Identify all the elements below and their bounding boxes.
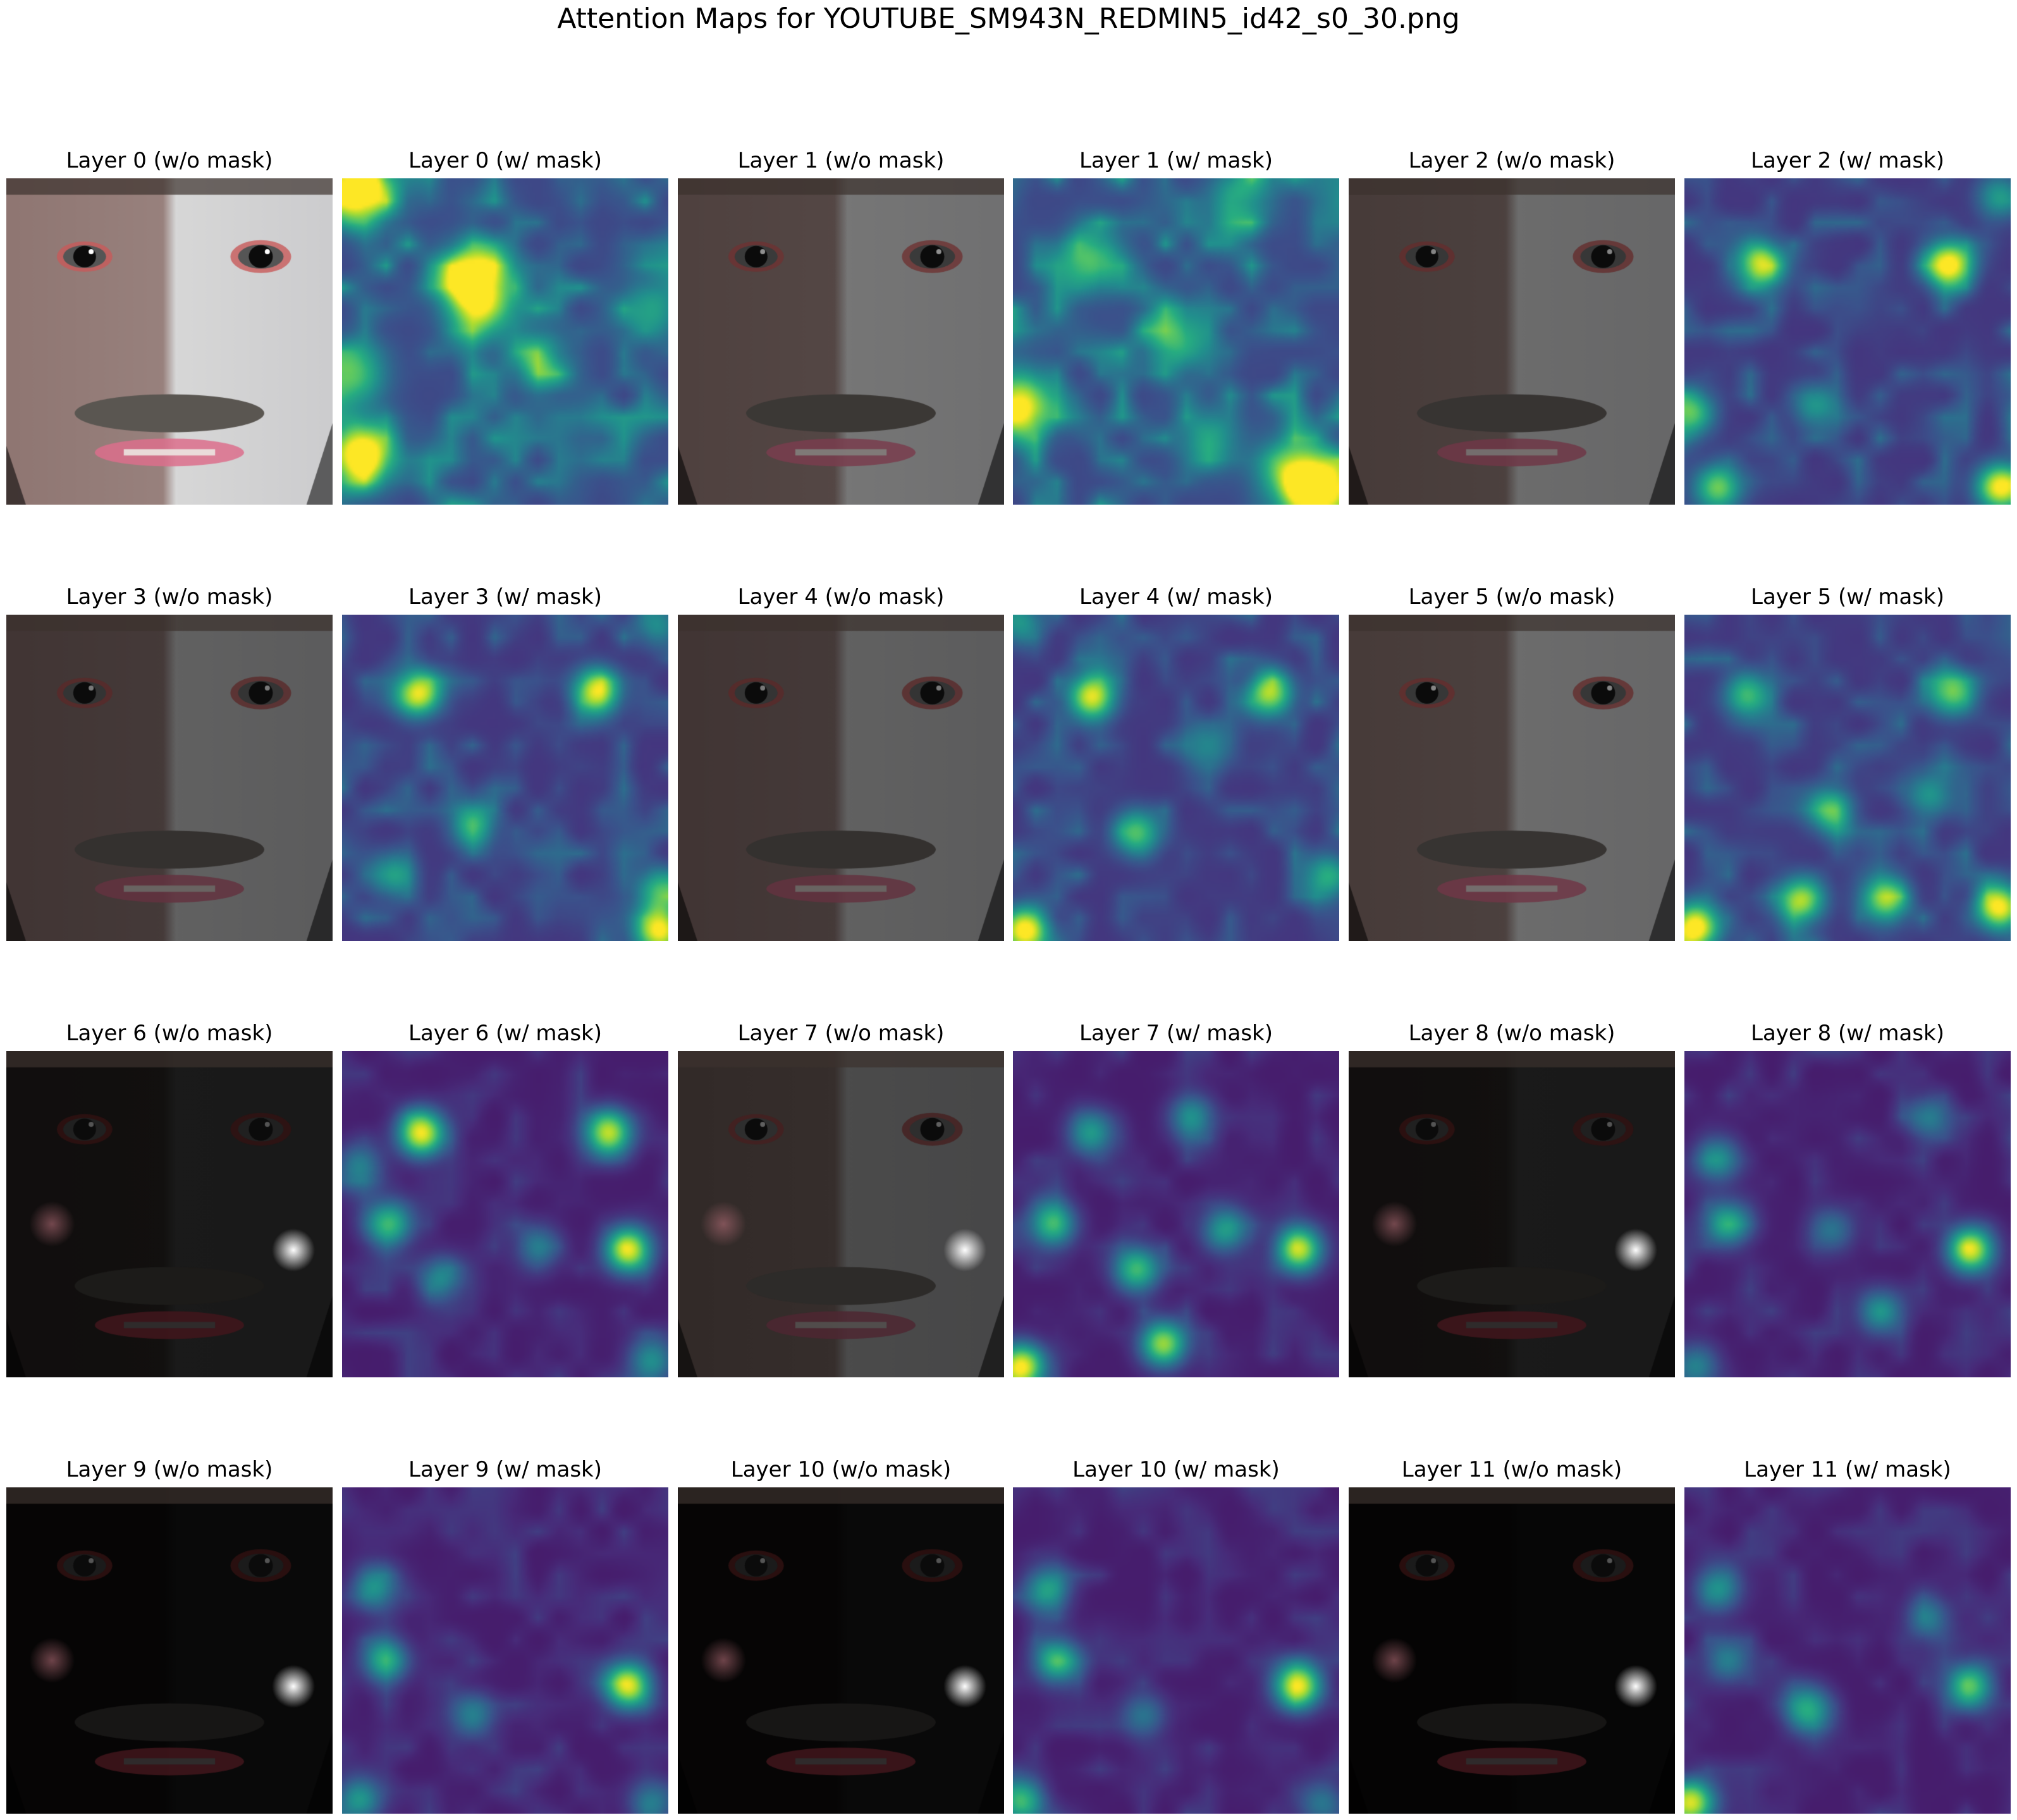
panel-layer-4-with-mask: Layer 4 (w/ mask)	[1013, 582, 1339, 941]
panel-title: Layer 10 (w/ mask)	[1072, 1457, 1280, 1482]
panel-title: Layer 9 (w/o mask)	[66, 1457, 273, 1482]
panel-title: Layer 11 (w/ mask)	[1744, 1457, 1951, 1482]
face-image	[678, 615, 1004, 941]
panel-layer-10-with-mask: Layer 10 (w/ mask)	[1013, 1454, 1339, 1814]
attention-heatmap	[342, 1487, 668, 1814]
panel-title: Layer 0 (w/ mask)	[408, 148, 602, 173]
face-image	[6, 1051, 333, 1377]
panel-layer-3-without-mask: Layer 3 (w/o mask)	[6, 582, 333, 941]
panel-layer-0-with-mask: Layer 0 (w/ mask)	[342, 145, 668, 505]
attention-heatmap	[1013, 1051, 1339, 1377]
panel-title: Layer 4 (w/o mask)	[737, 584, 945, 610]
panel-title: Layer 8 (w/o mask)	[1408, 1021, 1615, 1046]
panel-title: Layer 1 (w/o mask)	[737, 148, 945, 173]
panel-layer-3-with-mask: Layer 3 (w/ mask)	[342, 582, 668, 941]
attention-heatmap	[1013, 615, 1339, 941]
panel-title: Layer 2 (w/ mask)	[1751, 148, 1944, 173]
panel-title: Layer 7 (w/ mask)	[1079, 1021, 1273, 1046]
panel-layer-10-without-mask: Layer 10 (w/o mask)	[678, 1454, 1004, 1814]
panel-layer-8-with-mask: Layer 8 (w/ mask)	[1684, 1018, 2011, 1377]
panel-title: Layer 0 (w/o mask)	[66, 148, 273, 173]
panel-layer-9-with-mask: Layer 9 (w/ mask)	[342, 1454, 668, 1814]
panel-title: Layer 10 (w/o mask)	[730, 1457, 952, 1482]
panel-title: Layer 3 (w/ mask)	[408, 584, 602, 610]
face-image	[6, 1487, 333, 1814]
figure-title: Attention Maps for YOUTUBE_SM943N_REDMIN…	[557, 3, 1460, 35]
panel-layer-9-without-mask: Layer 9 (w/o mask)	[6, 1454, 333, 1814]
panel-title: Layer 6 (w/ mask)	[408, 1021, 602, 1046]
panel-layer-5-with-mask: Layer 5 (w/ mask)	[1684, 582, 2011, 941]
face-image	[1349, 1487, 1675, 1814]
attention-heatmap	[342, 178, 668, 505]
face-image	[1349, 615, 1675, 941]
panel-title: Layer 5 (w/o mask)	[1408, 584, 1615, 610]
attention-heatmap	[1013, 1487, 1339, 1814]
attention-heatmap	[342, 1051, 668, 1377]
panel-title: Layer 3 (w/o mask)	[66, 584, 273, 610]
panel-layer-2-without-mask: Layer 2 (w/o mask)	[1349, 145, 1675, 505]
panel-title: Layer 8 (w/ mask)	[1751, 1021, 1944, 1046]
face-image	[678, 178, 1004, 505]
panel-layer-0-without-mask: Layer 0 (w/o mask)	[6, 145, 333, 505]
panel-title: Layer 9 (w/ mask)	[408, 1457, 602, 1482]
face-image	[1349, 178, 1675, 505]
face-image	[6, 615, 333, 941]
attention-heatmap	[1684, 178, 2011, 505]
panel-layer-11-with-mask: Layer 11 (w/ mask)	[1684, 1454, 2011, 1814]
panel-layer-6-without-mask: Layer 6 (w/o mask)	[6, 1018, 333, 1377]
attention-heatmap	[1684, 1487, 2011, 1814]
panel-layer-5-without-mask: Layer 5 (w/o mask)	[1349, 582, 1675, 941]
panel-layer-2-with-mask: Layer 2 (w/ mask)	[1684, 145, 2011, 505]
panel-layer-7-with-mask: Layer 7 (w/ mask)	[1013, 1018, 1339, 1377]
panel-layer-1-with-mask: Layer 1 (w/ mask)	[1013, 145, 1339, 505]
panel-title: Layer 5 (w/ mask)	[1751, 584, 1944, 610]
panel-layer-11-without-mask: Layer 11 (w/o mask)	[1349, 1454, 1675, 1814]
panel-title: Layer 1 (w/ mask)	[1079, 148, 1273, 173]
face-image	[1349, 1051, 1675, 1377]
panel-title: Layer 2 (w/o mask)	[1408, 148, 1615, 173]
panel-title: Layer 6 (w/o mask)	[66, 1021, 273, 1046]
panel-layer-8-without-mask: Layer 8 (w/o mask)	[1349, 1018, 1675, 1377]
attention-heatmap	[1013, 178, 1339, 505]
panel-title: Layer 4 (w/ mask)	[1079, 584, 1273, 610]
panel-layer-7-without-mask: Layer 7 (w/o mask)	[678, 1018, 1004, 1377]
panel-title: Layer 11 (w/o mask)	[1401, 1457, 1622, 1482]
face-image	[678, 1051, 1004, 1377]
attention-heatmap	[1684, 615, 2011, 941]
panel-layer-1-without-mask: Layer 1 (w/o mask)	[678, 145, 1004, 505]
attention-heatmap	[1684, 1051, 2011, 1377]
attention-heatmap	[342, 615, 668, 941]
panel-layer-6-with-mask: Layer 6 (w/ mask)	[342, 1018, 668, 1377]
face-image	[678, 1487, 1004, 1814]
panel-title: Layer 7 (w/o mask)	[737, 1021, 945, 1046]
panel-layer-4-without-mask: Layer 4 (w/o mask)	[678, 582, 1004, 941]
face-image	[6, 178, 333, 505]
